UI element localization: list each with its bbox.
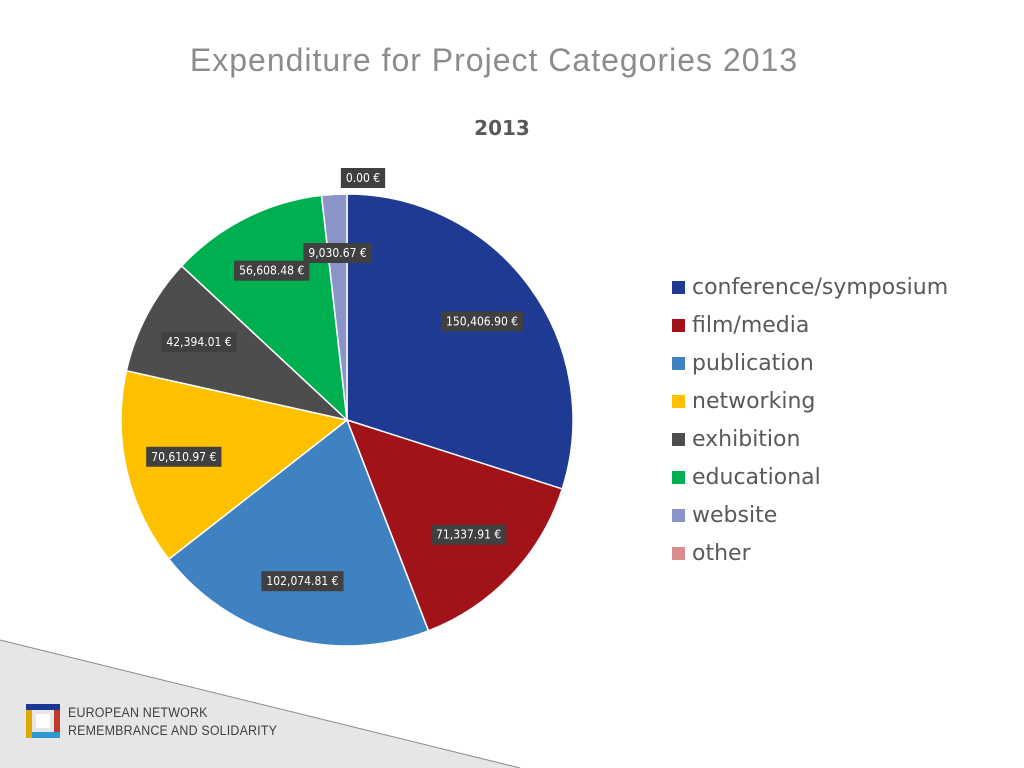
data-labels: 150,406.90 € 71,337.91 € 102,074.81 € 70,61… [146, 168, 524, 592]
data-label-networking: 70,610.97 € [146, 446, 222, 467]
legend-label: publication [692, 351, 814, 376]
legend-label: educational [692, 465, 821, 490]
data-label-film-media: 71,337.91 € [431, 524, 507, 545]
legend-label: conference/symposium [692, 275, 948, 300]
data-label-box [261, 571, 344, 592]
data-label-text: 0.00 € [346, 171, 380, 185]
legend-item-website: website [672, 503, 777, 528]
data-label-text: 70,610.97 € [151, 450, 216, 464]
legend-label: film/media [692, 313, 809, 338]
legend-swatch [672, 357, 685, 370]
data-label-box [146, 446, 222, 467]
footer-divider [0, 639, 521, 768]
legend-swatch [672, 395, 685, 408]
legend-item-networking: networking [672, 389, 815, 414]
data-label-text: 56,608.48 € [239, 264, 304, 278]
data-label-text: 102,074.81 € [266, 574, 338, 588]
data-label-box [441, 311, 524, 332]
org-name-line-1: EUROPEAN NETWORK [68, 705, 208, 720]
legend-item-film-media: film/media [672, 313, 809, 338]
data-label-educational: 56,608.48 € [234, 260, 310, 281]
data-label-other: 0.00 € [340, 168, 386, 188]
legend-item-other: other [672, 541, 752, 566]
pie-slices [120, 193, 574, 647]
pie-chart: 2013 150,406.90 € 71,337.91 € 102,074.81 €… [120, 116, 948, 647]
legend: conference/symposium film/media publicatio… [672, 275, 948, 566]
data-label-text: 71,337.91 € [436, 528, 501, 542]
org-name-line-2: REMEMBRANCE AND SOLIDARITY [68, 723, 278, 738]
data-label-text: 9,030.67 € [308, 246, 366, 260]
data-label-exhibition: 42,394.01 € [161, 332, 237, 353]
legend-label: other [692, 541, 752, 566]
data-label-box [431, 524, 507, 545]
legend-item-conference-symposium: conference/symposium [672, 275, 948, 300]
pie-slice-networking [120, 369, 349, 561]
legend-label: website [692, 503, 777, 528]
enrs-logo-icon [26, 704, 60, 738]
legend-swatch [672, 433, 685, 446]
legend-label: exhibition [692, 427, 800, 452]
legend-swatch [672, 471, 685, 484]
data-label-website: 9,030.67 € [303, 243, 372, 264]
data-label-box [340, 168, 386, 188]
data-label-box [161, 332, 237, 353]
legend-item-publication: publication [672, 351, 814, 376]
pie-slice-exhibition [125, 264, 350, 422]
pie-slice-publication [167, 418, 430, 647]
legend-swatch [672, 281, 685, 294]
data-label-conference-symposium: 150,406.90 € [441, 311, 524, 332]
legend-item-exhibition: exhibition [672, 427, 800, 452]
data-label-box [303, 243, 372, 264]
legend-swatch [672, 547, 685, 560]
legend-item-educational: educational [672, 465, 821, 490]
legend-label: networking [692, 389, 815, 414]
data-label-text: 150,406.90 € [446, 314, 518, 328]
legend-swatch [672, 319, 685, 332]
data-label-publication: 102,074.81 € [261, 571, 344, 592]
pie-slice-conference-symposium [346, 193, 574, 490]
data-label-box [234, 260, 310, 281]
data-label-text: 42,394.01 € [166, 335, 231, 349]
legend-swatch [672, 509, 685, 522]
slide-title: Expenditure for Project Categories 2013 [189, 42, 799, 78]
chart-title: 2013 [474, 116, 530, 140]
